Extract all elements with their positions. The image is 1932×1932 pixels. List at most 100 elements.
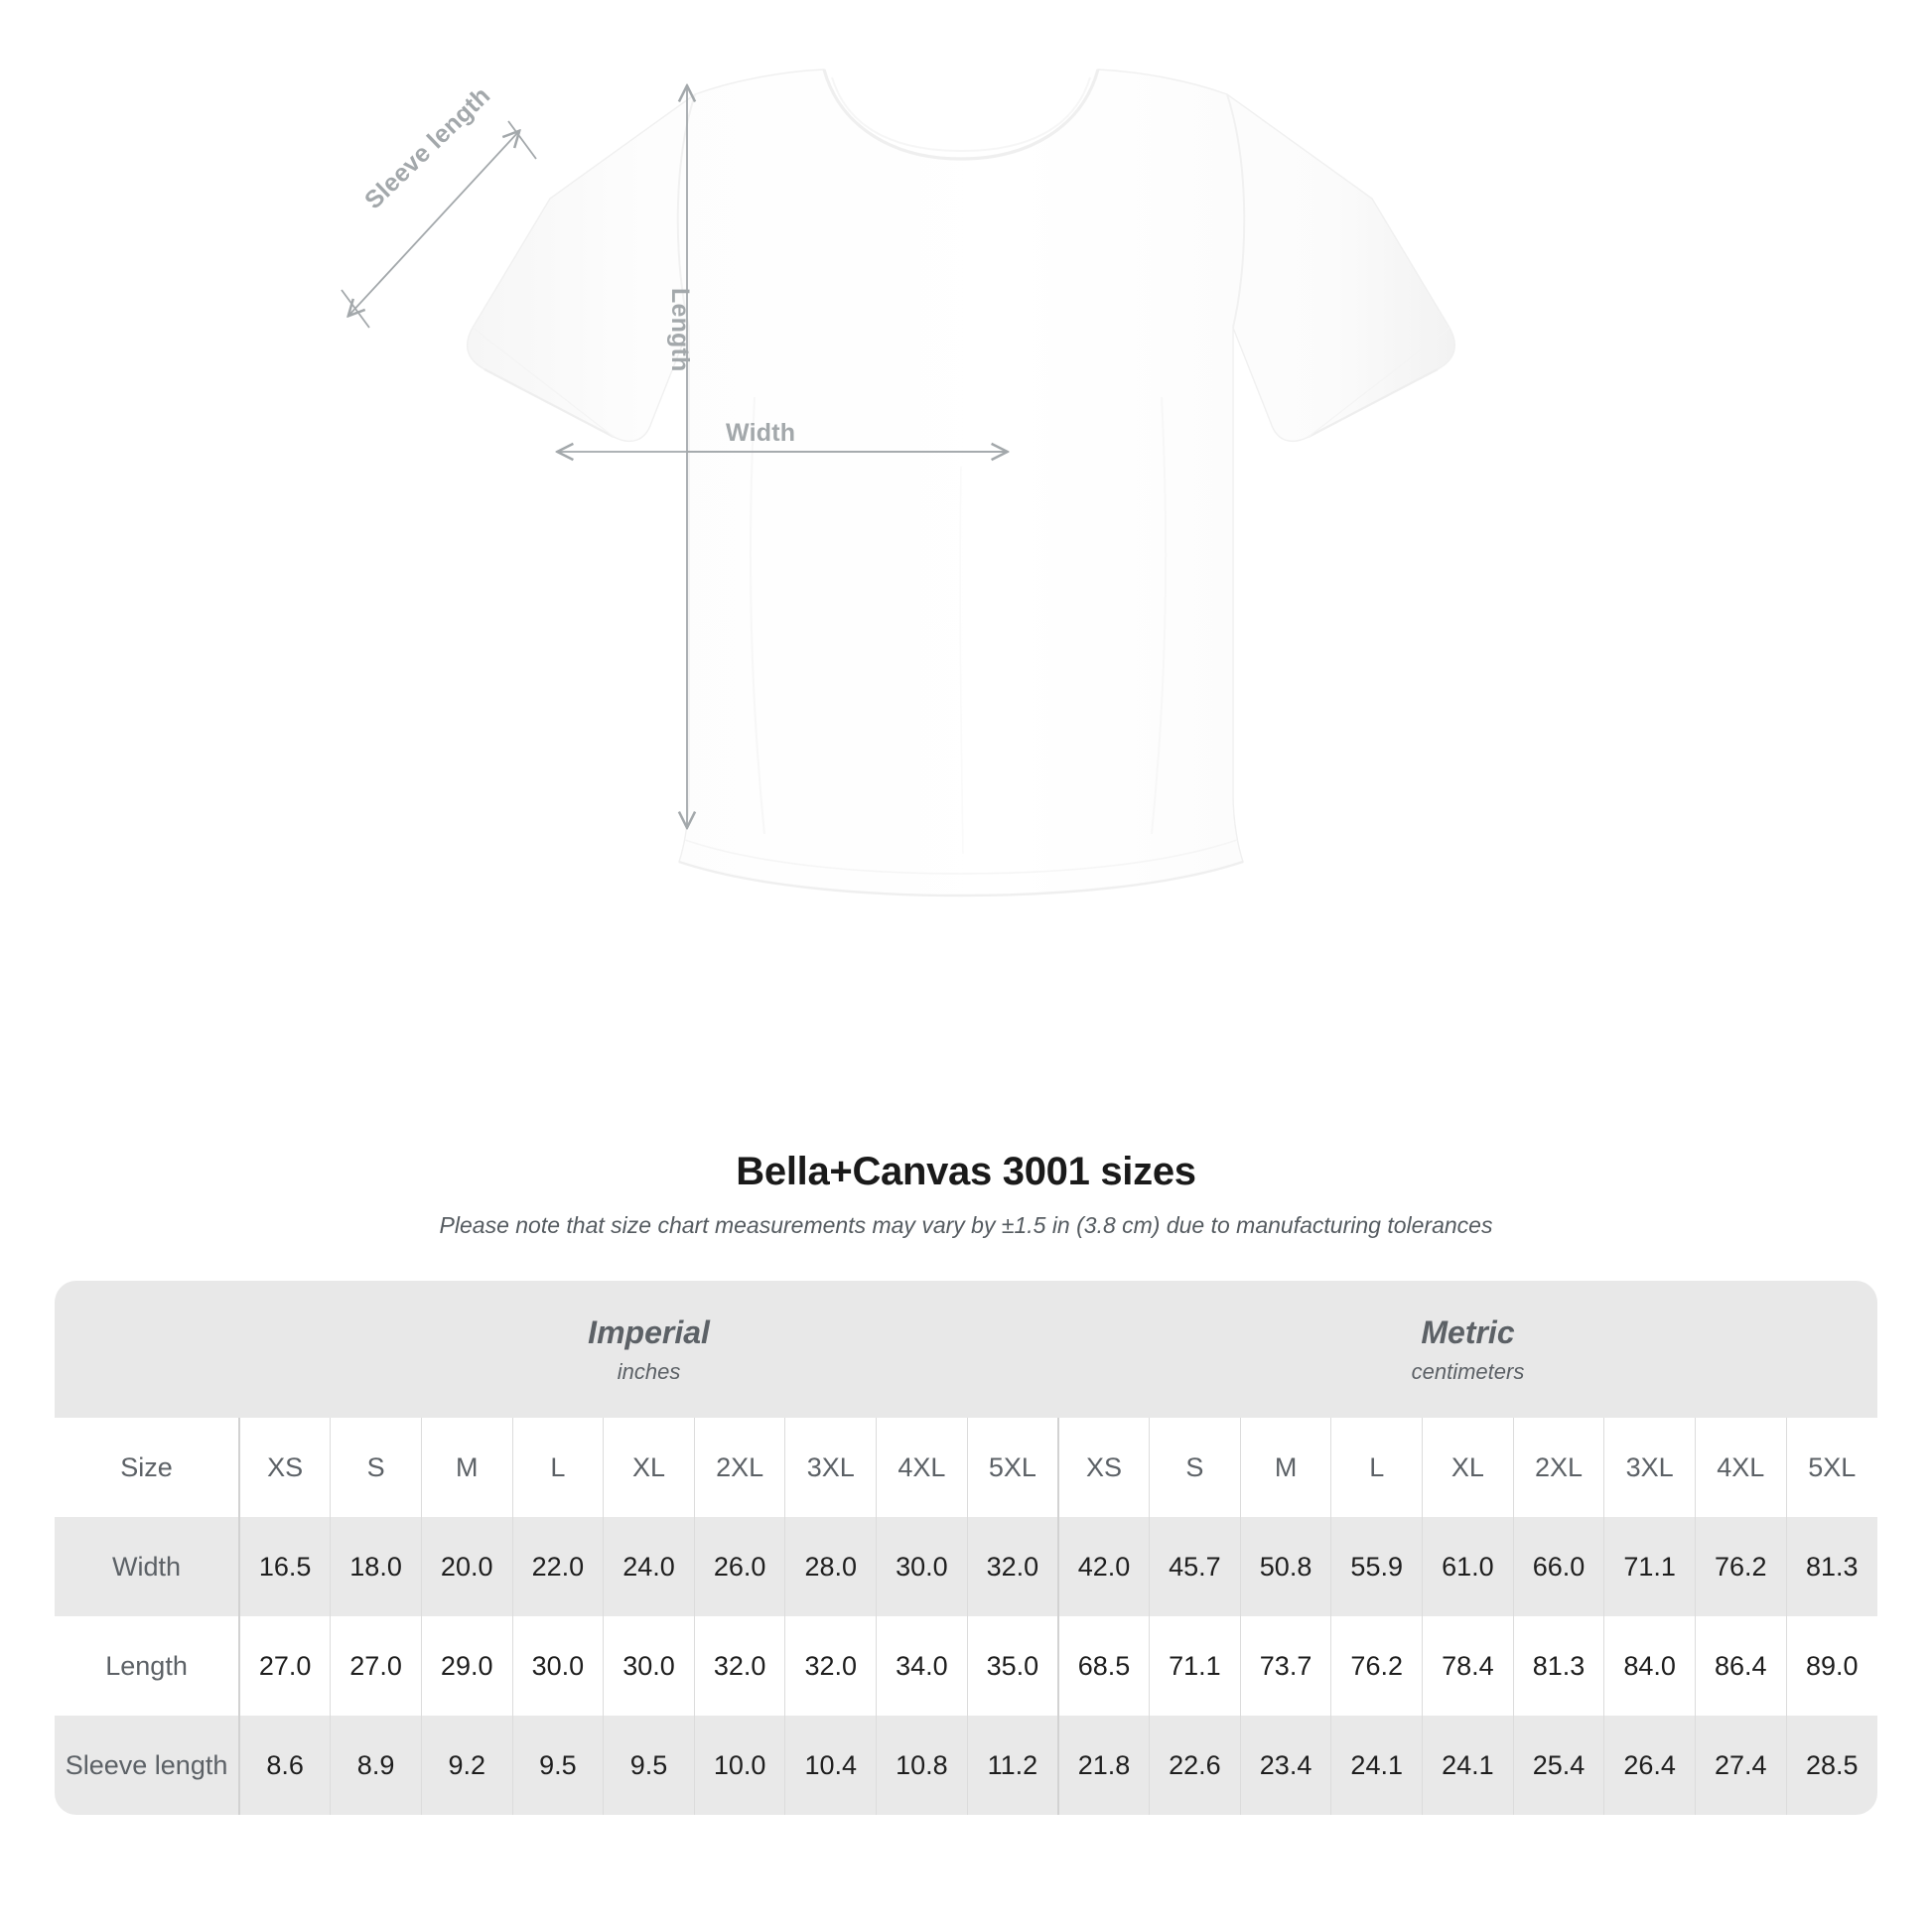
- size-col-met-4xl: 4XL: [1694, 1418, 1787, 1517]
- cell-width-imp-3xl: 28.0: [784, 1517, 877, 1616]
- length-label: Length: [666, 288, 694, 372]
- size-col-met-xl: XL: [1422, 1418, 1514, 1517]
- cell-sleeve-met-3xl: 26.4: [1603, 1716, 1696, 1815]
- cell-width-imp-l: 22.0: [511, 1517, 604, 1616]
- cell-sleeve-met-s: 22.6: [1149, 1716, 1241, 1815]
- size-col-imp-4xl: 4XL: [876, 1418, 968, 1517]
- cell-length-met-xs: 68.5: [1056, 1616, 1150, 1716]
- cell-sleeve-imp-l: 9.5: [511, 1716, 604, 1815]
- cell-sleeve-imp-m: 9.2: [420, 1716, 513, 1815]
- tshirt-diagram: Sleeve length Length Width: [341, 69, 1456, 897]
- unit-sub-imperial: inches: [617, 1358, 681, 1384]
- size-col-imp-l: L: [511, 1418, 604, 1517]
- cell-sleeve-imp-s: 8.9: [330, 1716, 422, 1815]
- cell-length-met-3xl: 84.0: [1603, 1616, 1696, 1716]
- cell-width-met-3xl: 71.1: [1603, 1517, 1696, 1616]
- cell-sleeve-met-l: 24.1: [1330, 1716, 1423, 1815]
- cell-sleeve-met-2xl: 25.4: [1512, 1716, 1604, 1815]
- cell-length-imp-4xl: 34.0: [876, 1616, 968, 1716]
- size-col-met-l: L: [1330, 1418, 1423, 1517]
- unit-header-row: Imperial inches Metric centimeters: [55, 1281, 1877, 1418]
- cell-length-imp-m: 29.0: [420, 1616, 513, 1716]
- size-col-imp-3xl: 3XL: [784, 1418, 877, 1517]
- table-row-sleeve-length: Sleeve length 8.6 8.9 9.2 9.5 9.5 10.0 1…: [55, 1716, 1877, 1815]
- tshirt-shape: [466, 69, 1456, 897]
- tshirt-illustration: [341, 69, 1456, 897]
- table-row-length: Length 27.0 27.0 29.0 30.0 30.0 32.0 32.…: [55, 1616, 1877, 1716]
- cell-width-imp-4xl: 30.0: [876, 1517, 968, 1616]
- cell-width-met-5xl: 81.3: [1785, 1517, 1877, 1616]
- size-col-met-5xl: 5XL: [1785, 1418, 1877, 1517]
- tolerance-note: Please note that size chart measurements…: [439, 1212, 1493, 1238]
- row-header-size: Size: [55, 1418, 240, 1517]
- size-table: Imperial inches Metric centimeters Size …: [55, 1281, 1877, 1815]
- cell-length-imp-l: 30.0: [511, 1616, 604, 1716]
- width-label: Width: [726, 419, 796, 447]
- sleeve-dimension-line: [341, 120, 537, 329]
- row-header-sleeve-length: Sleeve length: [55, 1716, 240, 1815]
- size-col-met-2xl: 2XL: [1512, 1418, 1604, 1517]
- cell-sleeve-met-xl: 24.1: [1422, 1716, 1514, 1815]
- cell-sleeve-imp-xs: 8.6: [238, 1716, 331, 1815]
- cell-length-imp-xl: 30.0: [603, 1616, 695, 1716]
- size-table-wrapper: Imperial inches Metric centimeters Size …: [55, 1281, 1877, 1815]
- cell-length-imp-s: 27.0: [330, 1616, 422, 1716]
- cell-length-imp-xs: 27.0: [238, 1616, 331, 1716]
- cell-length-met-s: 71.1: [1149, 1616, 1241, 1716]
- cell-width-imp-2xl: 26.0: [693, 1517, 785, 1616]
- cell-width-met-2xl: 66.0: [1512, 1517, 1604, 1616]
- row-header-width: Width: [55, 1517, 240, 1616]
- unit-name-metric: Metric: [1421, 1313, 1515, 1350]
- cell-width-imp-s: 18.0: [330, 1517, 422, 1616]
- unit-group-metric: Metric centimeters: [1057, 1281, 1877, 1418]
- size-col-met-m: M: [1239, 1418, 1331, 1517]
- unit-sub-metric: centimeters: [1411, 1358, 1525, 1384]
- size-col-imp-s: S: [330, 1418, 422, 1517]
- size-col-imp-xl: XL: [603, 1418, 695, 1517]
- cell-length-met-5xl: 89.0: [1785, 1616, 1877, 1716]
- cell-length-met-l: 76.2: [1330, 1616, 1423, 1716]
- cell-sleeve-imp-xl: 9.5: [603, 1716, 695, 1815]
- cell-width-imp-xs: 16.5: [238, 1517, 331, 1616]
- cell-length-imp-5xl: 35.0: [966, 1616, 1058, 1716]
- size-header-row: Size XS S M L XL 2XL 3XL 4XL 5XL XS S M …: [55, 1418, 1877, 1517]
- cell-sleeve-imp-4xl: 10.8: [876, 1716, 968, 1815]
- cell-sleeve-met-m: 23.4: [1239, 1716, 1331, 1815]
- page-title: Bella+Canvas 3001 sizes: [736, 1150, 1196, 1193]
- cell-length-met-4xl: 86.4: [1694, 1616, 1787, 1716]
- cell-length-met-2xl: 81.3: [1512, 1616, 1604, 1716]
- size-col-imp-m: M: [420, 1418, 513, 1517]
- unit-spacer-cell: [55, 1281, 240, 1418]
- cell-width-met-m: 50.8: [1239, 1517, 1331, 1616]
- cell-length-imp-3xl: 32.0: [784, 1616, 877, 1716]
- cell-width-met-4xl: 76.2: [1694, 1517, 1787, 1616]
- heading-block: Bella+Canvas 3001 sizes Please note that…: [0, 1150, 1932, 1239]
- cell-length-met-xl: 78.4: [1422, 1616, 1514, 1716]
- row-header-length: Length: [55, 1616, 240, 1716]
- cell-sleeve-met-4xl: 27.4: [1694, 1716, 1787, 1815]
- cell-length-met-m: 73.7: [1239, 1616, 1331, 1716]
- size-col-imp-xs: XS: [238, 1418, 331, 1517]
- size-col-imp-5xl: 5XL: [966, 1418, 1058, 1517]
- unit-name-imperial: Imperial: [588, 1313, 710, 1350]
- table-row-width: Width 16.5 18.0 20.0 22.0 24.0 26.0 28.0…: [55, 1517, 1877, 1616]
- cell-width-met-xl: 61.0: [1422, 1517, 1514, 1616]
- size-col-met-s: S: [1149, 1418, 1241, 1517]
- cell-width-met-xs: 42.0: [1056, 1517, 1150, 1616]
- size-col-met-xs: XS: [1056, 1418, 1150, 1517]
- cell-sleeve-met-xs: 21.8: [1056, 1716, 1150, 1815]
- cell-sleeve-imp-2xl: 10.0: [693, 1716, 785, 1815]
- cell-width-met-s: 45.7: [1149, 1517, 1241, 1616]
- cell-sleeve-met-5xl: 28.5: [1785, 1716, 1877, 1815]
- cell-width-imp-5xl: 32.0: [966, 1517, 1058, 1616]
- cell-sleeve-imp-3xl: 10.4: [784, 1716, 877, 1815]
- cell-sleeve-imp-5xl: 11.2: [966, 1716, 1058, 1815]
- cell-width-imp-m: 20.0: [420, 1517, 513, 1616]
- size-col-met-3xl: 3XL: [1603, 1418, 1696, 1517]
- size-col-imp-2xl: 2XL: [693, 1418, 785, 1517]
- cell-length-imp-2xl: 32.0: [693, 1616, 785, 1716]
- cell-width-imp-xl: 24.0: [603, 1517, 695, 1616]
- cell-width-met-l: 55.9: [1330, 1517, 1423, 1616]
- unit-group-imperial: Imperial inches: [239, 1281, 1058, 1418]
